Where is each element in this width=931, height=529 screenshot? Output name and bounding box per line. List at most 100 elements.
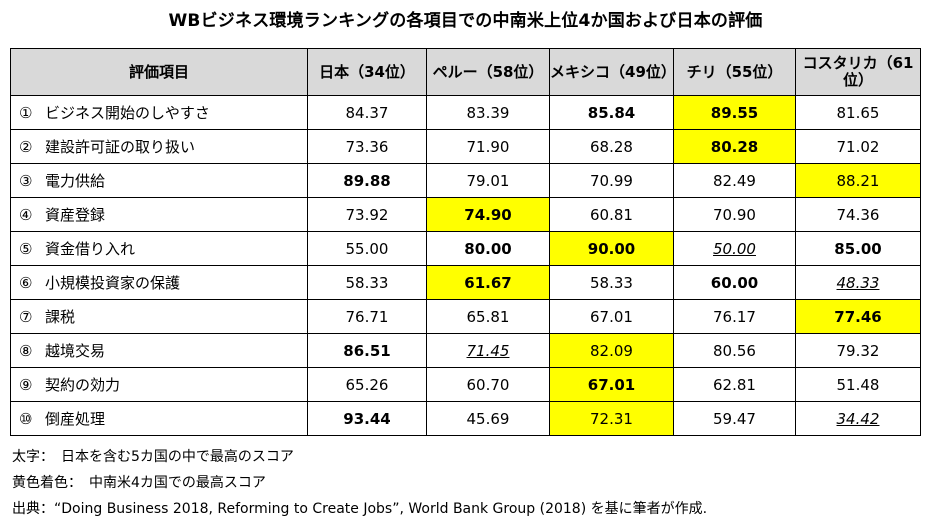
score-value: 74.90: [464, 205, 512, 224]
row-item-name: 電力供給: [45, 172, 106, 190]
score-value: 93.44: [343, 409, 391, 428]
score-cell: 76.71: [307, 299, 427, 334]
row-item-label: ⑥ 小規模投資家の保護: [10, 265, 308, 300]
row-number: ①: [19, 104, 33, 122]
score-cell: 89.88: [307, 163, 427, 198]
score-value: 65.81: [466, 307, 510, 326]
score-value: 62.81: [713, 375, 756, 394]
score-value: 34.42: [836, 409, 880, 428]
score-value: 82.49: [713, 171, 756, 190]
row-number: ②: [19, 138, 33, 156]
score-cell: 80.56: [673, 333, 796, 368]
row-number: ⑦: [19, 308, 33, 326]
score-value: 51.48: [836, 375, 880, 394]
row-item-name: ビジネス開始のしやすさ: [45, 104, 210, 122]
ranking-table: 評価項目 日本（34位） ペルー（58位） メキシコ（49位） チリ（55位） …: [10, 48, 921, 436]
score-value: 79.01: [466, 171, 510, 190]
score-value: 59.47: [713, 409, 756, 428]
score-value: 58.33: [345, 273, 389, 292]
score-value: 79.32: [836, 341, 880, 360]
score-cell: 67.01: [549, 367, 674, 402]
table-row: ⑦ 課税 76.71 65.81 67.01 76.17 77.46: [10, 299, 921, 334]
score-cell: 65.81: [426, 299, 550, 334]
score-value: 72.31: [590, 409, 633, 428]
score-cell: 50.00: [673, 231, 796, 266]
score-value: 74.36: [836, 205, 880, 224]
score-value: 60.81: [590, 205, 633, 224]
score-cell: 60.70: [426, 367, 550, 402]
score-value: 68.28: [590, 137, 633, 156]
score-cell: 86.51: [307, 333, 427, 368]
table-row: ① ビジネス開始のしやすさ 84.37 83.39 85.84 89.55 81.65: [10, 95, 921, 130]
table-row: ④ 資産登録 73.92 74.90 60.81 70.90 74.36: [10, 197, 921, 232]
row-item-label: ⑩ 倒産処理: [10, 401, 308, 436]
score-cell: 62.81: [673, 367, 796, 402]
header-costa-rica: コスタリカ（61位）: [795, 48, 921, 96]
table-row: ⑤ 資金借り入れ 55.00 80.00 90.00 50.00 85.00: [10, 231, 921, 266]
score-cell: 34.42: [795, 401, 921, 436]
note-bold: 太字： 日本を含む5カ国の中で最高のスコア: [12, 449, 294, 465]
score-cell: 58.33: [549, 265, 674, 300]
score-cell: 45.69: [426, 401, 550, 436]
score-value: 86.51: [343, 341, 391, 360]
row-item-name: 越境交易: [45, 342, 106, 360]
score-cell: 48.33: [795, 265, 921, 300]
row-item-label: ⑤ 資金借り入れ: [10, 231, 308, 266]
score-cell: 80.00: [426, 231, 550, 266]
score-cell: 67.01: [549, 299, 674, 334]
score-value: 83.39: [466, 103, 510, 122]
row-item-label: ⑨ 契約の効力: [10, 367, 308, 402]
score-cell: 80.28: [673, 129, 796, 164]
table-title: WBビジネス環境ランキングの各項目での中南米上位4か国および日本の評価: [168, 11, 763, 31]
row-number: ④: [19, 206, 33, 224]
score-cell: 73.36: [307, 129, 427, 164]
score-cell: 70.90: [673, 197, 796, 232]
score-value: 55.00: [345, 239, 389, 258]
score-value: 80.00: [464, 239, 512, 258]
score-cell: 74.90: [426, 197, 550, 232]
header-peru: ペルー（58位）: [426, 48, 550, 96]
score-value: 85.84: [587, 103, 636, 122]
row-item-label: ④ 資産登録: [10, 197, 308, 232]
score-cell: 70.99: [549, 163, 674, 198]
score-cell: 93.44: [307, 401, 427, 436]
score-value: 77.46: [834, 307, 882, 326]
score-value: 89.88: [343, 171, 391, 190]
score-cell: 55.00: [307, 231, 427, 266]
table-row: ⑩ 倒産処理 93.44 45.69 72.31 59.47 34.42: [10, 401, 921, 436]
note-yellow: 黄色着色： 中南米4カ国での最高スコア: [12, 475, 266, 491]
score-cell: 58.33: [307, 265, 427, 300]
header-japan: 日本（34位）: [307, 48, 427, 96]
score-cell: 61.67: [426, 265, 550, 300]
header-mexico: メキシコ（49位）: [549, 48, 676, 96]
score-cell: 85.84: [549, 95, 674, 130]
score-value: 67.01: [590, 307, 633, 326]
score-cell: 73.92: [307, 197, 427, 232]
row-number: ③: [19, 172, 33, 190]
row-item-name: 建設許可証の取り扱い: [45, 138, 196, 156]
score-value: 76.17: [713, 307, 756, 326]
table-row: ② 建設許可証の取り扱い 73.36 71.90 68.28 80.28 71.02: [10, 129, 921, 164]
score-value: 71.45: [466, 341, 510, 360]
score-value: 60.00: [710, 273, 759, 292]
notes: 太字： 日本を含む5カ国の中で最高のスコア 黄色着色： 中南米4カ国での最高スコ…: [12, 444, 707, 522]
score-value: 73.36: [345, 137, 389, 156]
score-value: 81.65: [836, 103, 880, 122]
score-cell: 79.32: [795, 333, 921, 368]
score-value: 67.01: [587, 375, 636, 394]
row-item-label: ② 建設許可証の取り扱い: [10, 129, 308, 164]
row-number: ⑤: [19, 240, 33, 258]
row-item-name: 小規模投資家の保護: [45, 274, 181, 292]
score-value: 61.67: [464, 273, 512, 292]
score-cell: 90.00: [549, 231, 674, 266]
row-item-name: 課税: [45, 308, 76, 326]
row-item-name: 契約の効力: [45, 376, 121, 394]
score-value: 73.92: [345, 205, 389, 224]
score-cell: 71.45: [426, 333, 550, 368]
score-value: 70.99: [590, 171, 633, 190]
table-row: ⑨ 契約の効力 65.26 60.70 67.01 62.81 51.48: [10, 367, 921, 402]
score-value: 80.28: [710, 137, 759, 156]
table-header-row: 評価項目 日本（34位） ペルー（58位） メキシコ（49位） チリ（55位） …: [10, 48, 921, 96]
score-value: 85.00: [834, 239, 882, 258]
score-value: 48.33: [836, 273, 880, 292]
